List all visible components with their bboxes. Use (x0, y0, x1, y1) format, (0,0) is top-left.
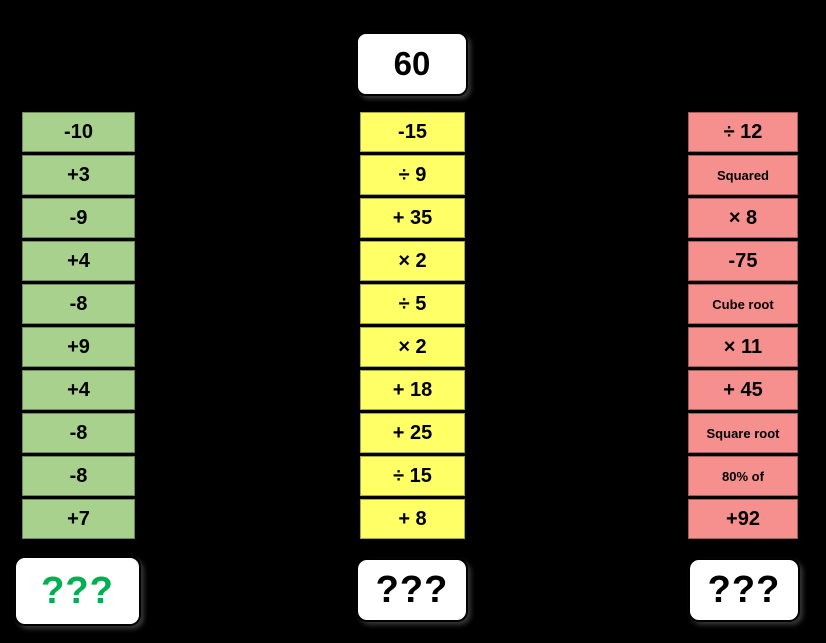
result-box-yellow: ??? (356, 558, 468, 622)
operation-cell: 80% of (688, 456, 798, 496)
operation-cell: +4 (22, 370, 135, 410)
operation-cell: + 18 (360, 370, 465, 410)
column-yellow: -15 ÷ 9 + 35 × 2 ÷ 5 × 2 + 18 + 25 ÷ 15 … (360, 112, 465, 539)
operation-cell: -10 (22, 112, 135, 152)
operation-cell: -8 (22, 456, 135, 496)
operation-cell: -8 (22, 284, 135, 324)
operation-cell: ÷ 12 (688, 112, 798, 152)
operation-cell: -75 (688, 241, 798, 281)
operation-cell: ÷ 9 (360, 155, 465, 195)
operation-cell: + 35 (360, 198, 465, 238)
operation-cell: +3 (22, 155, 135, 195)
operation-cell: -9 (22, 198, 135, 238)
operation-cell: × 2 (360, 241, 465, 281)
operation-cell: Cube root (688, 284, 798, 324)
operation-cell: × 11 (688, 327, 798, 367)
operation-cell: × 2 (360, 327, 465, 367)
operation-cell: +4 (22, 241, 135, 281)
result-box-green: ??? (14, 556, 141, 626)
result-text-green: ??? (41, 569, 114, 612)
start-value-box: 60 (356, 32, 468, 96)
operation-cell: ÷ 5 (360, 284, 465, 324)
result-text-pink: ??? (707, 568, 781, 611)
result-text-yellow: ??? (375, 568, 449, 611)
operation-cell: -15 (360, 112, 465, 152)
operation-cell: ÷ 15 (360, 456, 465, 496)
start-value: 60 (393, 45, 431, 82)
operation-cell: +7 (22, 499, 135, 539)
operation-cell: Squared (688, 155, 798, 195)
result-box-pink: ??? (688, 558, 800, 622)
operation-cell: +92 (688, 499, 798, 539)
operation-cell: +9 (22, 327, 135, 367)
operation-cell: Square root (688, 413, 798, 453)
operation-cell: + 25 (360, 413, 465, 453)
operation-cell: × 8 (688, 198, 798, 238)
column-green: -10 +3 -9 +4 -8 +9 +4 -8 -8 +7 (22, 112, 135, 539)
operation-cell: + 45 (688, 370, 798, 410)
operation-cell: + 8 (360, 499, 465, 539)
column-pink: ÷ 12 Squared × 8 -75 Cube root × 11 + 45… (688, 112, 798, 539)
operation-cell: -8 (22, 413, 135, 453)
